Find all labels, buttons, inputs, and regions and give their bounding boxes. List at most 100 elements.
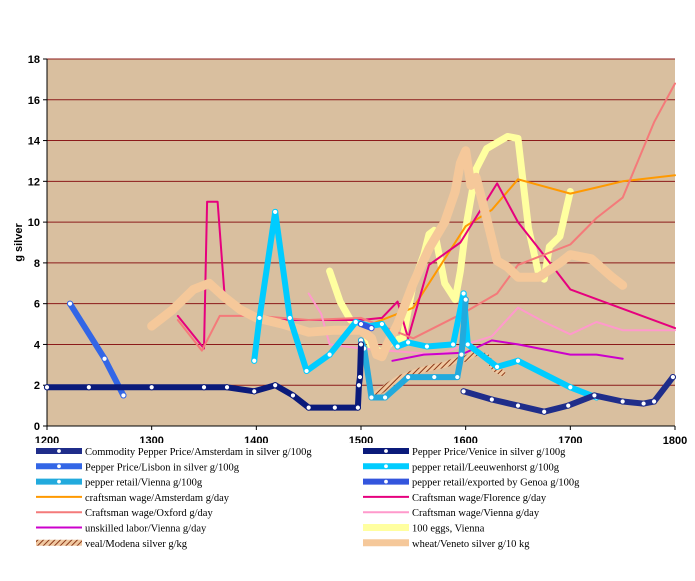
legend-entry-0: Commodity Pepper Price/Amsterdam in silv…	[36, 447, 312, 458]
series-0-point-8	[650, 398, 658, 405]
series-6	[360, 174, 676, 330]
series-line-13	[147, 146, 628, 362]
legend-label-0: Commodity Pepper Price/Amsterdam in silv…	[85, 447, 312, 458]
series-4-point-4	[405, 373, 412, 381]
series-1-point-9	[331, 404, 338, 411]
legend-entries: Commodity Pepper Price/Amsterdam in silv…	[36, 447, 580, 550]
series-4-point-5	[431, 373, 438, 381]
legend-entry-3: pepper retail/Leeuwenhorst g/100g	[363, 462, 560, 473]
legend-entry-2: Pepper Price/Lisbon in silver g/100g	[36, 462, 240, 473]
legend-label-2: Pepper Price/Lisbon in silver g/100g	[85, 462, 240, 473]
legend-label-9: Craftsman wage/Vienna g/day	[412, 508, 540, 519]
series-1	[43, 341, 365, 411]
series-2-point-1	[101, 355, 108, 362]
x-tick-label-1800: 1800	[663, 435, 687, 447]
legend-entry-5: pepper retail/exported by Genoa g/100g	[363, 478, 580, 489]
series-5-point-1	[368, 325, 375, 332]
series-5	[357, 320, 375, 332]
series-3-point-16	[514, 357, 522, 364]
series-5-point-0	[357, 320, 365, 328]
legend-entry-8: Craftsman wage/Oxford g/day	[36, 508, 213, 519]
series-0	[460, 373, 677, 415]
series-4-point-7	[458, 351, 465, 358]
legend-label-5: pepper retail/exported by Genoa g/100g	[412, 478, 580, 489]
series-10	[391, 339, 624, 362]
legend	[32, 443, 656, 571]
y-tick-label-2: 2	[34, 380, 40, 392]
legend-entry-9: Craftsman wage/Vienna g/day	[363, 508, 540, 519]
series-1-point-13	[357, 341, 365, 348]
series-0-point-0	[460, 388, 467, 395]
y-tick-label-0: 0	[34, 421, 40, 433]
legend-marker-1	[383, 448, 389, 454]
series-0-point-9	[669, 373, 677, 381]
legend-marker-0	[56, 448, 62, 454]
series-3-point-9	[394, 343, 401, 350]
series-0-point-1	[488, 396, 495, 403]
series-3-point-13	[460, 290, 467, 297]
series-3-point-4	[303, 367, 310, 375]
legend-label-6: craftsman wage/Amsterdam g/day	[85, 493, 230, 504]
legend-entry-7: Craftsman wage/Florence g/day	[363, 493, 547, 504]
legend-marker-3	[383, 463, 389, 470]
series-3-point-11	[423, 343, 431, 350]
series-0-point-7	[640, 400, 647, 407]
series-3-point-12	[450, 341, 457, 348]
series-3-point-8	[378, 320, 386, 328]
series-1-point-12	[356, 373, 364, 381]
series-3-point-1	[256, 314, 263, 322]
series-line-10	[391, 339, 624, 362]
legend-label-12: veal/Modena silver g/kg	[85, 539, 188, 550]
legend-marker-4	[56, 478, 62, 485]
legend-entry-13: wheat/Veneto silver g/10 kg	[363, 539, 530, 550]
series-3-point-6	[352, 318, 359, 326]
series-line-7	[176, 182, 676, 350]
legend-entry-4: pepper retail/Vienna g/100g	[36, 478, 203, 489]
y-tick-label-12: 12	[28, 176, 40, 188]
y-axis-title: g silver	[13, 223, 25, 262]
series-3-point-0	[251, 357, 258, 364]
legend-entry-10: unskilled labor/Vienna g/day	[36, 524, 207, 535]
series-7	[176, 182, 676, 350]
series-1-point-6	[272, 382, 279, 389]
series-0-point-3	[541, 408, 548, 415]
y-tick-label-14: 14	[28, 136, 41, 148]
series-1-point-4	[223, 384, 231, 391]
series-0-point-4	[565, 402, 572, 409]
legend-label-7: Craftsman wage/Florence g/day	[412, 493, 547, 504]
y-tick-label-18: 18	[28, 54, 40, 66]
legend-label-13: wheat/Veneto silver g/10 kg	[412, 539, 530, 550]
series-13	[147, 146, 628, 362]
y-tick-label-10: 10	[28, 217, 40, 229]
series-1-point-2	[148, 384, 155, 391]
legend-label-10: unskilled labor/Vienna g/day	[85, 524, 207, 535]
series-1-point-5	[251, 388, 258, 395]
series-4-point-2	[368, 394, 375, 401]
series-1-point-11	[355, 382, 363, 389]
legend-label-4: pepper retail/Vienna g/100g	[85, 478, 203, 489]
series-line-6	[360, 174, 676, 330]
series-1-point-10	[354, 404, 361, 411]
series-3-point-5	[326, 351, 333, 358]
series-0-point-6	[619, 398, 626, 405]
series-1-point-3	[200, 384, 208, 391]
series-2-point-0	[66, 300, 74, 307]
series-0-point-2	[514, 402, 522, 409]
legend-entry-6: craftsman wage/Amsterdam g/day	[36, 493, 230, 504]
series-4-point-6	[454, 373, 461, 381]
series-4-point-3	[381, 394, 389, 401]
legend-label-3: pepper retail/Leeuwenhorst g/100g	[412, 462, 560, 473]
series-3-point-2	[272, 208, 279, 216]
y-tick-label-8: 8	[34, 258, 40, 270]
legend-entry-11: 100 eggs, Vienna	[363, 524, 485, 535]
series-line-0	[460, 374, 676, 415]
series-1-point-1	[85, 384, 92, 391]
series-3-point-3	[286, 314, 293, 322]
series-2	[66, 300, 127, 399]
legend-marker-5	[383, 478, 389, 485]
legend-label-11: 100 eggs, Vienna	[412, 524, 485, 535]
series-3-point-17	[567, 384, 574, 391]
series-3-point-15	[493, 363, 501, 370]
series-1-point-7	[289, 392, 297, 399]
